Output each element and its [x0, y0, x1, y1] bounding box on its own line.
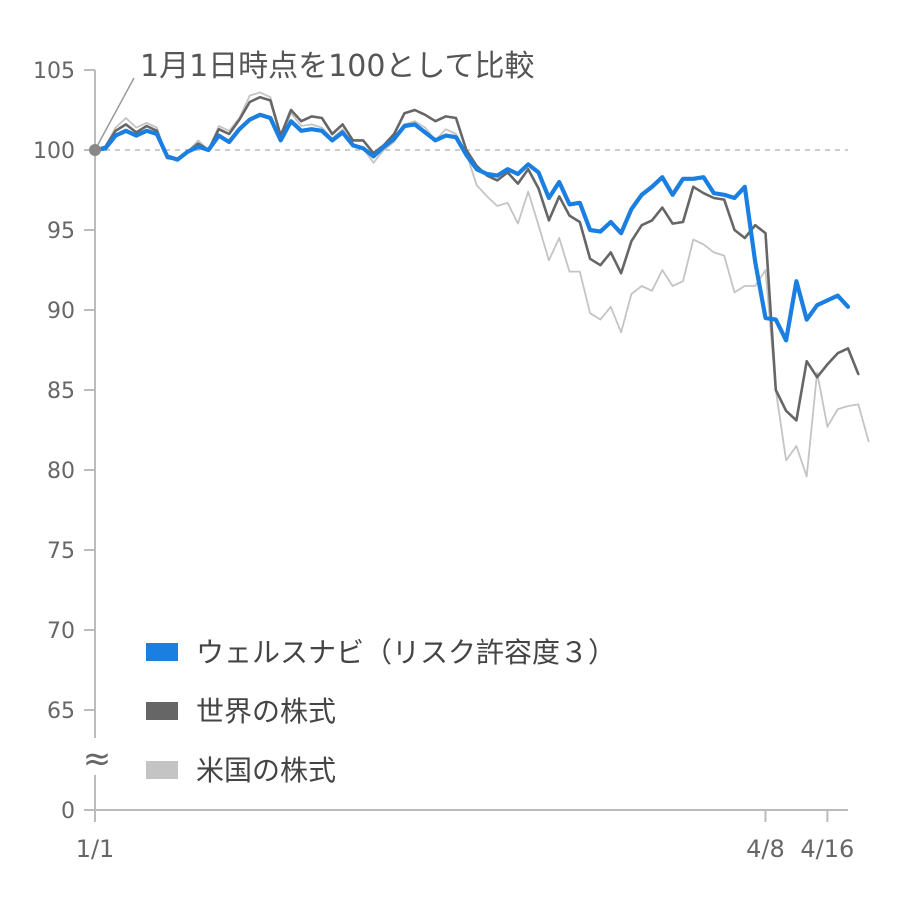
y-tick-label: 100 — [33, 139, 75, 164]
x-tick-label: 1/1 — [76, 835, 115, 863]
legend-label: 世界の株式 — [196, 695, 336, 728]
y-tick-label: 90 — [47, 299, 75, 324]
series-line — [94, 91, 870, 478]
x-tick-label: 4/8 — [746, 835, 785, 863]
legend-swatch — [146, 761, 178, 779]
y-tick-label: 70 — [47, 619, 75, 644]
legend-swatch — [146, 702, 178, 720]
axis-break-symbol: ≈ — [83, 739, 112, 779]
legend-label: ウェルスナビ（リスク許容度３） — [196, 636, 616, 669]
annotation-leader-line — [94, 77, 135, 151]
y-tick-label: 0 — [61, 799, 75, 824]
series-group — [92, 91, 870, 478]
y-tick-label: 105 — [33, 59, 75, 84]
y-tick-label: 80 — [47, 459, 75, 484]
y-tick-label: 65 — [47, 699, 75, 724]
y-tick-label: 75 — [47, 539, 75, 564]
axes: 105 100 95 90 85 80 75 70 65 0 ≈1/1 4/8 4/16 — [33, 59, 854, 863]
origin-point — [89, 144, 101, 156]
legend-swatch — [146, 643, 178, 661]
legend-label: 米国の株式 — [196, 754, 336, 787]
annotation-group: 1月1日時点を100として比較 — [89, 49, 535, 156]
y-tick-label: 85 — [47, 379, 75, 404]
annotation-text: 1月1日時点を100として比較 — [140, 49, 535, 84]
series-line — [92, 112, 851, 343]
y-tick-label: 95 — [47, 219, 75, 244]
x-tick-label: 4/16 — [800, 835, 854, 863]
